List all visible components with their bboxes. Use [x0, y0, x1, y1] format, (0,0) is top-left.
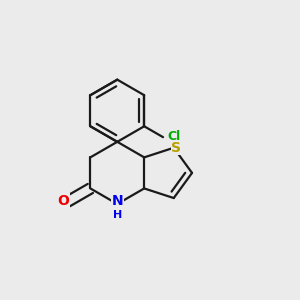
- Text: H: H: [113, 210, 123, 220]
- Text: O: O: [57, 194, 69, 208]
- Text: Cl: Cl: [167, 130, 180, 143]
- Text: N: N: [112, 194, 123, 208]
- Text: S: S: [171, 141, 182, 155]
